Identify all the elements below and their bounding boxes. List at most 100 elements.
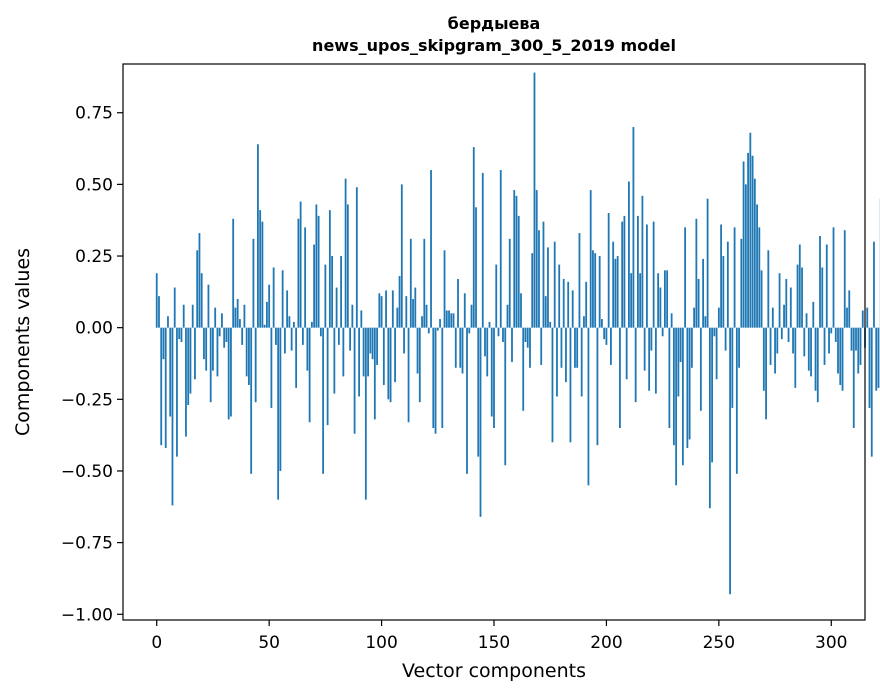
bar bbox=[792, 327, 794, 354]
bar bbox=[488, 321, 491, 328]
bar bbox=[344, 178, 347, 328]
y-tick-label: 0.75 bbox=[75, 104, 113, 124]
bar bbox=[362, 327, 365, 377]
bar bbox=[167, 316, 169, 328]
x-axis: 0 50 100 150 200 250 300 bbox=[151, 620, 847, 653]
bar bbox=[877, 327, 880, 388]
bar bbox=[677, 327, 680, 397]
x-axis-label: Vector components bbox=[402, 660, 586, 682]
bar bbox=[861, 310, 864, 328]
bar bbox=[733, 227, 736, 328]
bar bbox=[803, 327, 806, 357]
bar bbox=[407, 327, 410, 423]
y-tick-label: −0.50 bbox=[61, 462, 113, 482]
bar bbox=[495, 264, 498, 328]
bar bbox=[679, 327, 682, 363]
bar bbox=[758, 227, 761, 328]
bar bbox=[326, 327, 329, 426]
bar bbox=[544, 296, 547, 328]
bar bbox=[771, 307, 774, 328]
bar bbox=[234, 307, 237, 328]
bar bbox=[796, 264, 799, 328]
bar-series bbox=[155, 72, 880, 595]
bar bbox=[666, 270, 669, 328]
bar bbox=[409, 238, 412, 328]
bar bbox=[547, 247, 549, 328]
bar bbox=[176, 327, 178, 457]
bar bbox=[753, 178, 756, 328]
bar bbox=[160, 327, 163, 446]
bar bbox=[499, 170, 502, 328]
x-tick-label: 50 bbox=[258, 633, 280, 653]
bar bbox=[816, 327, 819, 403]
bar bbox=[306, 327, 309, 371]
bar bbox=[654, 327, 657, 394]
bar bbox=[376, 327, 378, 365]
bar bbox=[697, 278, 700, 328]
bar bbox=[681, 327, 684, 466]
bar bbox=[767, 250, 770, 328]
bar bbox=[787, 327, 790, 342]
bar bbox=[529, 327, 531, 368]
bar bbox=[789, 287, 792, 328]
bar bbox=[726, 241, 729, 328]
bar bbox=[807, 327, 810, 371]
bar bbox=[556, 327, 558, 397]
bar bbox=[610, 327, 612, 365]
bar bbox=[263, 324, 266, 328]
bar bbox=[308, 327, 311, 423]
bar bbox=[601, 319, 603, 328]
bar bbox=[580, 327, 583, 397]
bar bbox=[735, 327, 738, 474]
bar bbox=[506, 304, 509, 328]
bar bbox=[369, 327, 372, 354]
bar bbox=[576, 327, 579, 368]
x-tick-label: 250 bbox=[703, 633, 735, 653]
bar bbox=[587, 327, 590, 486]
bar bbox=[324, 264, 327, 328]
bar bbox=[704, 316, 707, 328]
bar bbox=[625, 327, 628, 380]
bar bbox=[423, 238, 426, 328]
bar bbox=[549, 321, 552, 328]
bar bbox=[198, 233, 201, 328]
bar bbox=[254, 327, 257, 403]
bar bbox=[227, 327, 230, 420]
bar bbox=[162, 327, 165, 360]
bar bbox=[434, 327, 437, 434]
bar bbox=[461, 327, 464, 374]
bar bbox=[641, 195, 644, 328]
bar bbox=[418, 327, 421, 403]
bar bbox=[333, 327, 336, 394]
bar bbox=[185, 327, 187, 437]
bar bbox=[616, 256, 619, 328]
bar bbox=[657, 273, 660, 328]
bar bbox=[182, 304, 185, 328]
bar bbox=[398, 276, 401, 328]
bar bbox=[531, 253, 534, 328]
bar bbox=[243, 304, 246, 328]
bar bbox=[400, 184, 403, 328]
bar bbox=[513, 190, 516, 328]
bar bbox=[848, 290, 851, 328]
bar bbox=[650, 327, 653, 351]
bar bbox=[360, 310, 363, 328]
bar bbox=[508, 238, 511, 328]
bar bbox=[310, 321, 313, 328]
bar bbox=[765, 327, 767, 420]
bar bbox=[178, 327, 181, 340]
bar bbox=[322, 327, 325, 474]
bar bbox=[445, 310, 448, 328]
bar bbox=[313, 244, 316, 328]
bar bbox=[688, 327, 691, 440]
bar bbox=[486, 327, 489, 377]
y-tick-label: −0.75 bbox=[61, 534, 113, 554]
bar bbox=[281, 270, 284, 328]
y-tick-label: 0.25 bbox=[75, 247, 113, 267]
bar bbox=[270, 327, 273, 408]
y-tick-label: −0.25 bbox=[61, 390, 113, 410]
bar bbox=[868, 327, 871, 408]
bar bbox=[319, 327, 322, 337]
bar bbox=[551, 327, 554, 443]
bar bbox=[875, 327, 878, 391]
